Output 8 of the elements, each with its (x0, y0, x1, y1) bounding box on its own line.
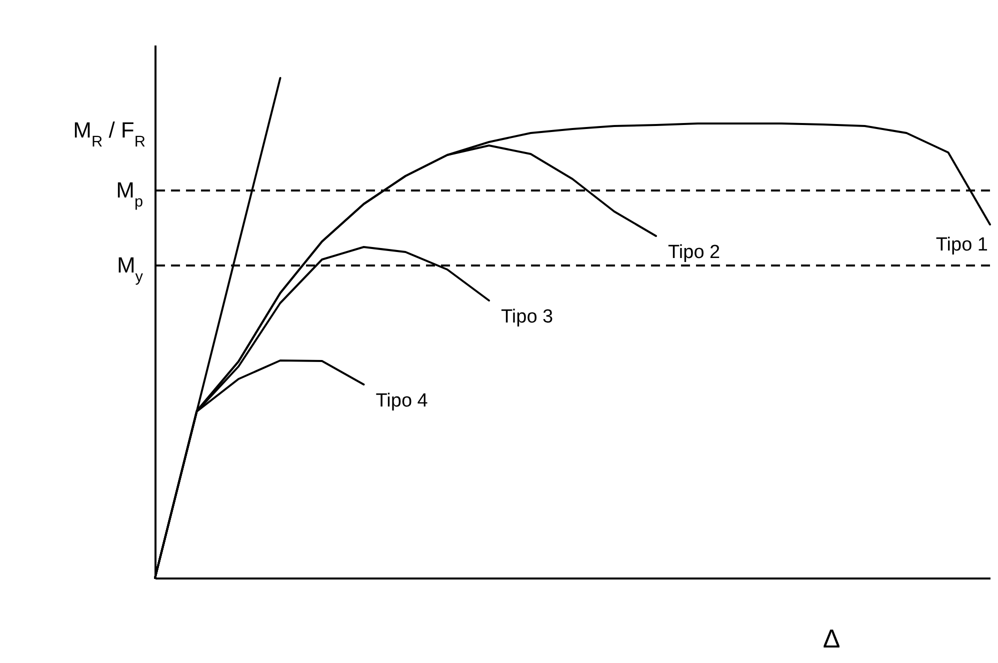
ref-line-label: M$_{p}$ (116, 178, 143, 210)
y-axis-title: M$_{R}$ / F$_{R}$ (73, 118, 146, 150)
series-label: Tipo 2 (668, 242, 720, 263)
series-label: Tipo 3 (501, 306, 554, 328)
ref-line-label: M$_{y}$ (116, 252, 144, 285)
series-label: Tipo 1 (936, 234, 988, 256)
x-axis-title: Δ (822, 624, 840, 654)
series-label: Tipo 4 (376, 390, 428, 412)
